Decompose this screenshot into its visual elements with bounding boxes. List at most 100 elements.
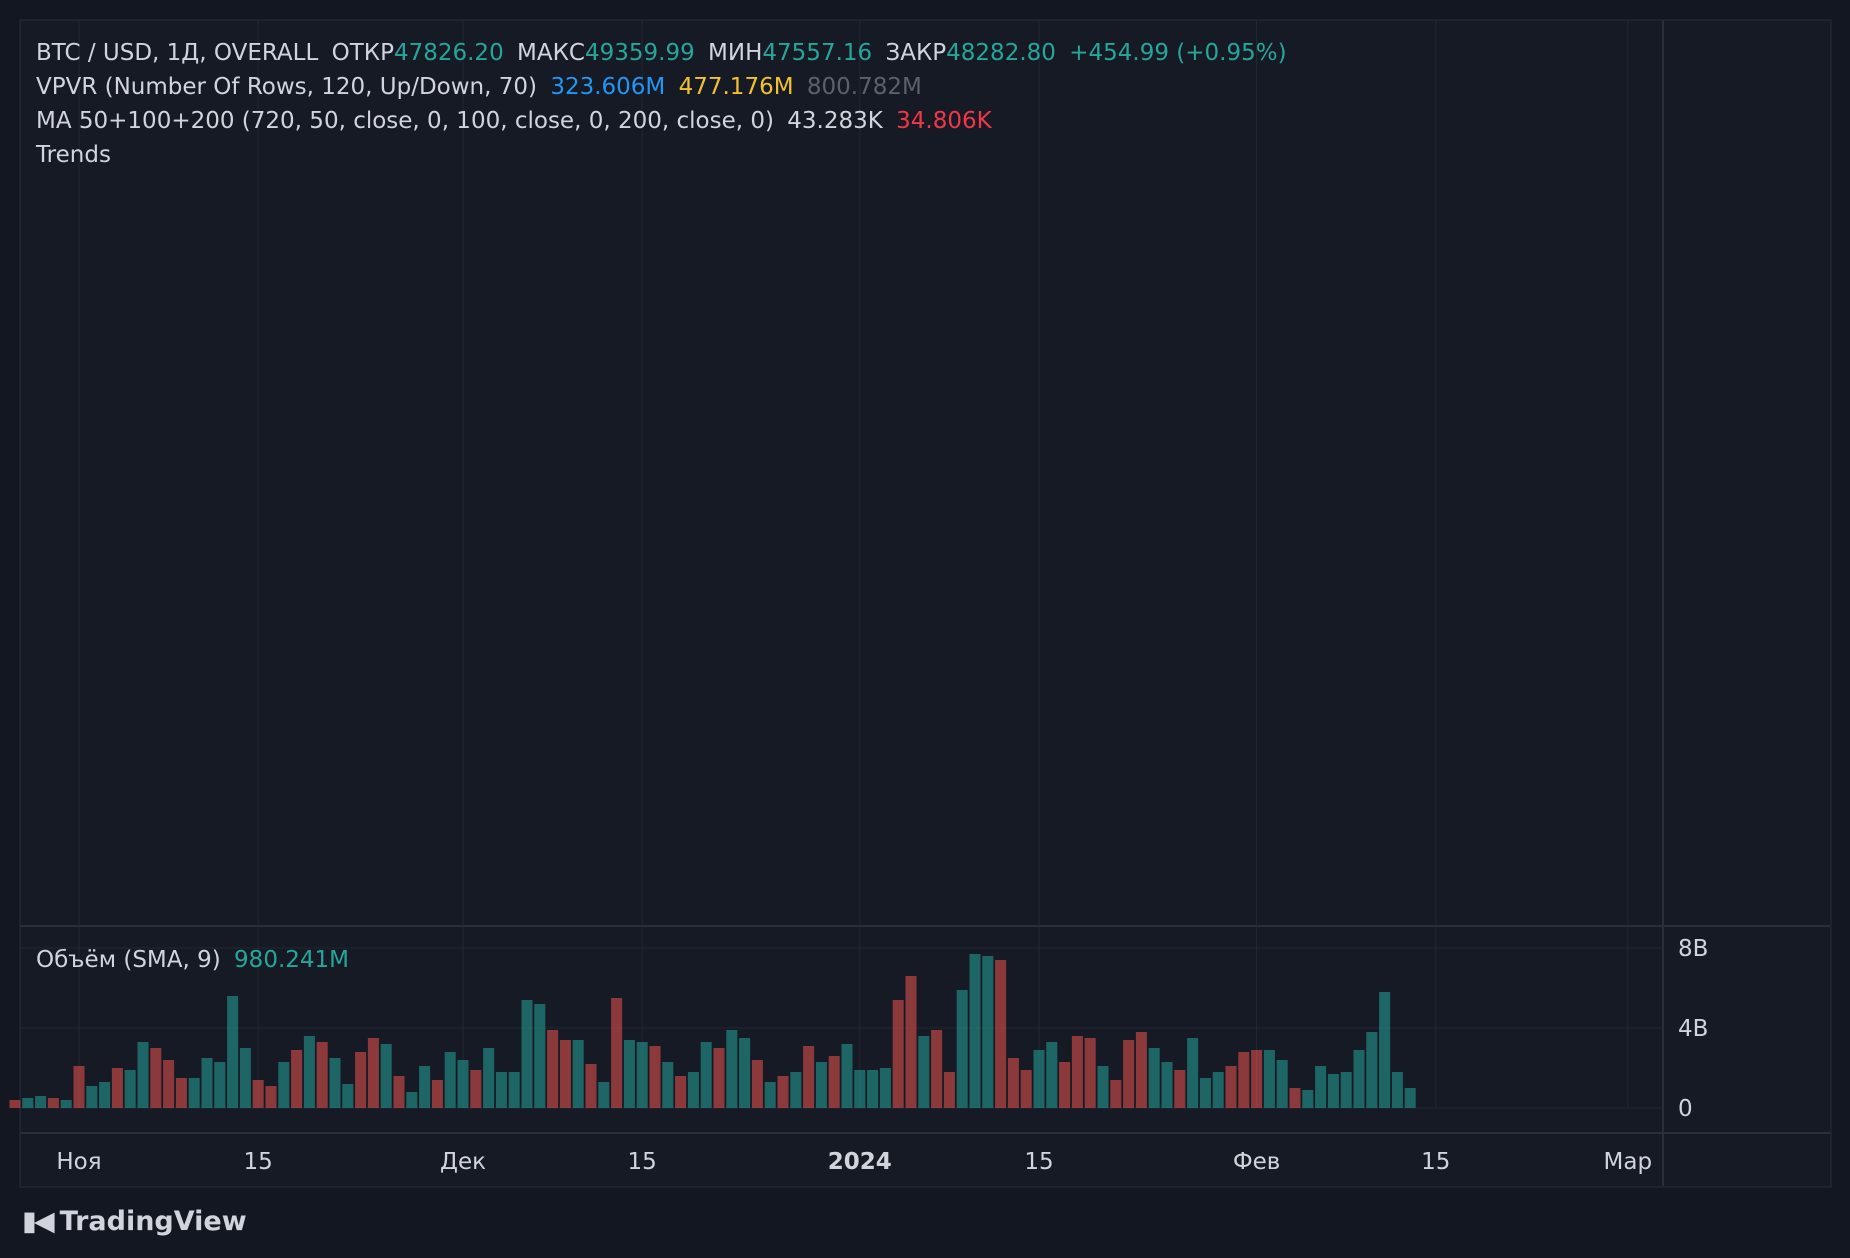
volume-bar — [649, 1046, 661, 1108]
ma-label: MA 50+100+200 (720, 50, close, 0, 100, c… — [36, 108, 774, 134]
legend-vpvr[interactable]: VPVR (Number Of Rows, 120, Up/Down, 70) … — [36, 74, 928, 100]
volume-bar — [124, 1070, 136, 1108]
time-tick-label: 15 — [1024, 1149, 1053, 1175]
volume-bar — [751, 1060, 763, 1108]
volume-bar — [995, 960, 1007, 1108]
volume-bar — [1071, 1036, 1083, 1108]
volume-bar — [815, 1062, 827, 1108]
legend-close-value: 48282.80 — [946, 40, 1056, 66]
legend-trends[interactable]: Trends — [36, 142, 117, 168]
volume-bar — [1379, 992, 1391, 1108]
volume-bar — [969, 954, 981, 1108]
legend-volume[interactable]: Объём (SMA, 9) 980.241M — [36, 947, 355, 973]
time-tick-label: Фев — [1233, 1149, 1281, 1175]
volume-bar — [406, 1092, 418, 1108]
volume-bar — [1084, 1038, 1096, 1108]
legend-low-value: 47557.16 — [762, 40, 873, 66]
volume-bar — [1046, 1042, 1058, 1108]
volume-bar — [1110, 1080, 1122, 1108]
vpvr-down-value: 477.176M — [678, 74, 794, 100]
tradingview-logo[interactable]: ▮◀ TradingView — [22, 1206, 247, 1237]
volume-bar — [1225, 1066, 1237, 1108]
chart-frame — [19, 19, 1832, 1188]
legend-open-value: 47826.20 — [393, 40, 504, 66]
volume-bar — [9, 1100, 21, 1108]
volume-bar — [457, 1060, 469, 1108]
volume-bar — [137, 1042, 149, 1108]
volume-tick-label: 0 — [1678, 1096, 1693, 1122]
volume-bar — [303, 1036, 315, 1108]
volume-bar — [201, 1058, 213, 1108]
volume-bars — [9, 954, 1416, 1108]
volume-bar — [1327, 1074, 1339, 1108]
volume-bar — [1199, 1078, 1211, 1108]
volume-bar — [777, 1076, 789, 1108]
volume-bar — [239, 1048, 251, 1108]
volume-bar — [316, 1042, 328, 1108]
volume-bar — [380, 1044, 392, 1108]
time-tick-label: 15 — [628, 1149, 657, 1175]
volume-bar — [495, 1072, 507, 1108]
volume-bar — [687, 1072, 699, 1108]
volume-bar — [175, 1078, 187, 1108]
volume-bar — [99, 1082, 111, 1108]
volume-bar — [508, 1072, 520, 1108]
volume-bar — [150, 1048, 162, 1108]
volume-bar — [982, 956, 994, 1108]
trends-label: Trends — [36, 142, 111, 168]
ma-value-2: 34.806K — [896, 108, 992, 134]
volume-bar — [905, 976, 917, 1108]
volume-bar — [1366, 1032, 1378, 1108]
volume-bar — [611, 998, 623, 1108]
vpvr-label: VPVR (Number Of Rows, 120, Up/Down, 70) — [36, 74, 537, 100]
volume-bar — [1059, 1062, 1071, 1108]
volume-bar — [35, 1096, 47, 1108]
volume-bar — [470, 1070, 482, 1108]
volume-bar — [214, 1062, 226, 1108]
volume-bar — [342, 1084, 354, 1108]
legend-change: +454.99 (+0.95%) — [1069, 40, 1287, 66]
volume-bar — [367, 1038, 379, 1108]
time-tick-label: 2024 — [828, 1149, 892, 1175]
volume-bar — [265, 1086, 277, 1108]
volume-bar — [739, 1038, 751, 1108]
legend-high-value: 49359.99 — [584, 40, 695, 66]
volume-bar — [483, 1048, 495, 1108]
legend-ma[interactable]: MA 50+100+200 (720, 50, close, 0, 100, c… — [36, 108, 998, 134]
volume-bar — [1161, 1062, 1173, 1108]
volume-bar — [278, 1062, 290, 1108]
volume-bar — [1238, 1052, 1250, 1108]
time-tick-label: Мар — [1604, 1149, 1653, 1175]
volume-bar — [636, 1042, 648, 1108]
time-tick-label: 15 — [244, 1149, 273, 1175]
volume-bar — [521, 1000, 533, 1108]
volume-bar — [598, 1082, 610, 1108]
volume-bar — [931, 1030, 943, 1108]
legend-symbol[interactable]: BTC / USD, 1Д, OVERALL — [36, 40, 319, 66]
volume-bar — [828, 1056, 840, 1108]
volume-bar — [547, 1030, 559, 1108]
tradingview-logo-icon: ▮◀ — [22, 1206, 55, 1237]
volume-bar — [227, 996, 239, 1108]
volume-bar — [329, 1058, 341, 1108]
volume-bar — [675, 1076, 687, 1108]
volume-bar — [86, 1086, 98, 1108]
volume-bar — [623, 1040, 635, 1108]
volume-bar — [662, 1062, 674, 1108]
volume-bar — [1263, 1050, 1275, 1108]
volume-bar — [713, 1048, 725, 1108]
tradingview-logo-text: TradingView — [59, 1206, 247, 1237]
time-tick-label: Ноя — [56, 1149, 101, 1175]
volume-bar — [559, 1040, 571, 1108]
volume-bar — [1123, 1040, 1135, 1108]
volume-bar — [163, 1060, 175, 1108]
volume-bar — [111, 1068, 123, 1108]
volume-bar — [1276, 1060, 1288, 1108]
volume-bar — [1251, 1050, 1263, 1108]
volume-bar — [1033, 1050, 1045, 1108]
volume-bar — [1020, 1070, 1032, 1108]
volume-bar — [1097, 1066, 1109, 1108]
volume-bar — [1007, 1058, 1019, 1108]
volume-bar — [355, 1052, 367, 1108]
